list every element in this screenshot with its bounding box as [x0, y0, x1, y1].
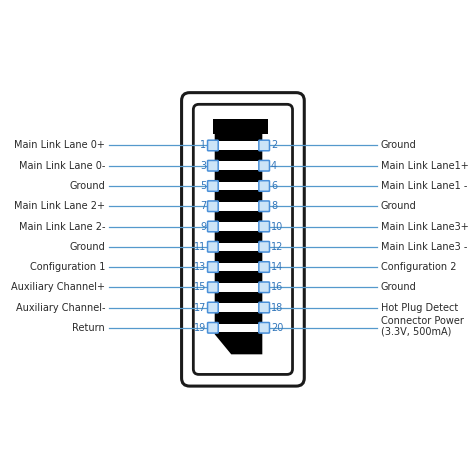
Text: 4: 4: [271, 161, 277, 171]
Text: 6: 6: [271, 181, 277, 191]
FancyBboxPatch shape: [259, 282, 270, 292]
Text: 5: 5: [200, 181, 206, 191]
Text: (3.3V, 500mA): (3.3V, 500mA): [381, 327, 451, 337]
FancyBboxPatch shape: [208, 302, 218, 313]
FancyBboxPatch shape: [208, 322, 218, 333]
Text: Auxiliary Channel+: Auxiliary Channel+: [11, 283, 105, 292]
Text: 9: 9: [200, 221, 206, 231]
Text: 11: 11: [194, 242, 206, 252]
Text: 16: 16: [271, 283, 283, 292]
Text: Hot Plug Detect: Hot Plug Detect: [381, 302, 458, 312]
Text: Configuration 2: Configuration 2: [381, 262, 456, 272]
Text: 8: 8: [271, 201, 277, 211]
Bar: [217, 243, 260, 251]
Bar: [213, 119, 268, 134]
Text: 2: 2: [271, 140, 277, 150]
Text: Main Link Lane 0-: Main Link Lane 0-: [19, 161, 105, 171]
Text: 1: 1: [200, 140, 206, 150]
Text: Main Link Lane 2+: Main Link Lane 2+: [14, 201, 105, 211]
Bar: [217, 324, 260, 332]
Text: Configuration 1: Configuration 1: [30, 262, 105, 272]
Text: 18: 18: [271, 302, 283, 312]
Text: Auxiliary Channel-: Auxiliary Channel-: [16, 302, 105, 312]
Text: Main Link Lane1+: Main Link Lane1+: [381, 161, 468, 171]
Bar: [217, 162, 260, 170]
Bar: [217, 222, 260, 231]
Text: 19: 19: [194, 323, 206, 333]
Text: Main Link Lane3+: Main Link Lane3+: [381, 221, 468, 231]
FancyBboxPatch shape: [208, 262, 218, 272]
Text: Main Link Lane 2-: Main Link Lane 2-: [18, 221, 105, 231]
Text: Ground: Ground: [381, 283, 417, 292]
Bar: [217, 141, 260, 150]
Text: Main Link Lane 0+: Main Link Lane 0+: [14, 140, 105, 150]
FancyBboxPatch shape: [259, 241, 270, 252]
FancyBboxPatch shape: [208, 160, 218, 171]
Bar: [217, 283, 260, 292]
FancyBboxPatch shape: [193, 104, 292, 374]
FancyBboxPatch shape: [259, 140, 270, 151]
Text: 3: 3: [200, 161, 206, 171]
FancyBboxPatch shape: [208, 221, 218, 232]
Text: 13: 13: [194, 262, 206, 272]
FancyBboxPatch shape: [208, 140, 218, 151]
Text: Ground: Ground: [69, 242, 105, 252]
Bar: [217, 202, 260, 210]
FancyBboxPatch shape: [259, 322, 270, 333]
FancyBboxPatch shape: [208, 201, 218, 211]
Text: 7: 7: [200, 201, 206, 211]
FancyBboxPatch shape: [208, 241, 218, 252]
Text: Main Link Lane3 -: Main Link Lane3 -: [381, 242, 467, 252]
FancyBboxPatch shape: [259, 262, 270, 272]
Text: Return: Return: [73, 323, 105, 333]
Polygon shape: [215, 134, 262, 355]
Bar: [217, 182, 260, 190]
Text: Ground: Ground: [381, 201, 417, 211]
FancyBboxPatch shape: [259, 181, 270, 191]
Text: Main Link Lane1 -: Main Link Lane1 -: [381, 181, 467, 191]
Text: 15: 15: [194, 283, 206, 292]
Text: 10: 10: [271, 221, 283, 231]
FancyBboxPatch shape: [208, 181, 218, 191]
Bar: [217, 303, 260, 312]
Text: Ground: Ground: [381, 140, 417, 150]
FancyBboxPatch shape: [259, 302, 270, 313]
Text: 14: 14: [271, 262, 283, 272]
Bar: [217, 263, 260, 271]
FancyBboxPatch shape: [259, 201, 270, 211]
Text: 20: 20: [271, 323, 283, 333]
FancyBboxPatch shape: [208, 282, 218, 292]
Text: 12: 12: [271, 242, 283, 252]
Text: Ground: Ground: [69, 181, 105, 191]
FancyBboxPatch shape: [259, 221, 270, 232]
FancyBboxPatch shape: [182, 92, 304, 386]
Text: 17: 17: [194, 302, 206, 312]
FancyBboxPatch shape: [259, 160, 270, 171]
Text: Connector Power: Connector Power: [381, 316, 464, 326]
